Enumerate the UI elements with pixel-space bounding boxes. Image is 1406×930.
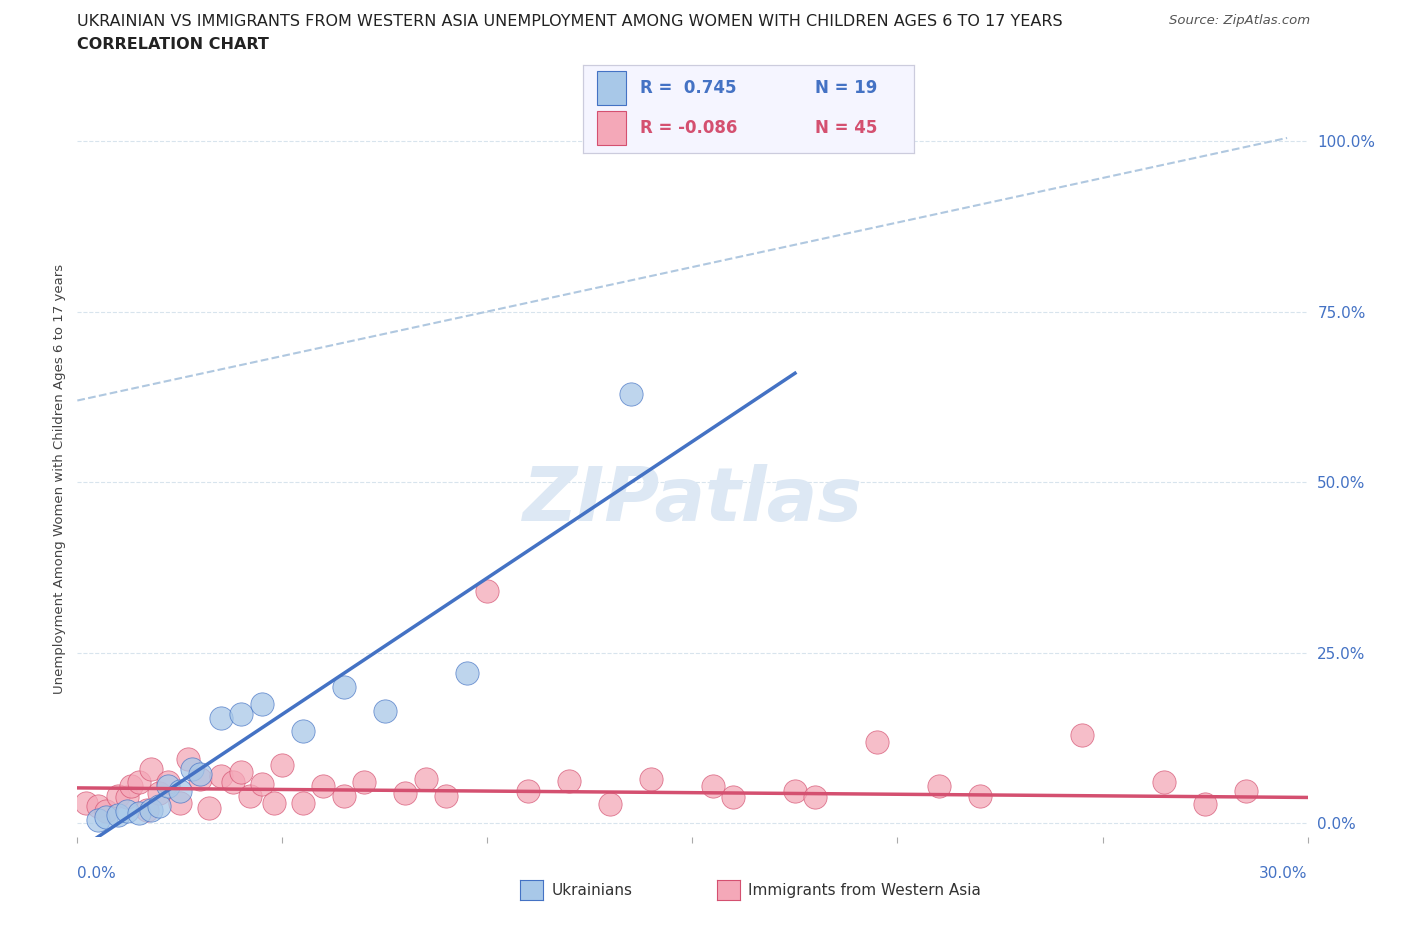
Point (394, 785, 416, 800)
Point (141, 803, 163, 817)
Point (188, 772, 212, 787)
Point (156, 778, 179, 793)
Text: Ukrainians: Ukrainians (551, 883, 633, 897)
Point (169, 795, 191, 810)
Point (120, 778, 142, 793)
Point (181, 762, 204, 777)
Text: ZIPatlas: ZIPatlas (523, 464, 862, 537)
Point (263, 795, 285, 810)
Point (115, 804, 138, 818)
Point (1234, 783, 1257, 798)
Text: N = 45: N = 45 (815, 119, 877, 137)
Point (1194, 797, 1216, 812)
Point (353, 775, 375, 790)
Point (231, 764, 253, 779)
Point (128, 775, 150, 790)
Point (177, 751, 200, 766)
Point (436, 789, 458, 804)
Point (640, 772, 662, 787)
Point (804, 790, 827, 804)
Point (197, 801, 219, 816)
Point (1071, 727, 1094, 742)
Text: CORRELATION CHART: CORRELATION CHART (77, 37, 269, 52)
Point (374, 703, 396, 718)
Point (115, 790, 138, 804)
Point (87, 813, 110, 828)
Point (141, 762, 163, 777)
Point (87, 799, 110, 814)
Point (456, 666, 478, 681)
Point (1153, 775, 1175, 790)
Point (128, 805, 150, 820)
Point (148, 799, 170, 814)
Text: UKRAINIAN VS IMMIGRANTS FROM WESTERN ASIA UNEMPLOYMENT AMONG WOMEN WITH CHILDREN: UKRAINIAN VS IMMIGRANTS FROM WESTERN ASI… (77, 14, 1063, 29)
Point (156, 775, 179, 790)
Bar (596, 111, 627, 145)
Point (928, 778, 950, 793)
Point (723, 790, 745, 804)
Point (271, 758, 294, 773)
Point (415, 772, 437, 787)
Point (783, 783, 806, 798)
Point (107, 808, 129, 823)
Point (291, 795, 314, 810)
Point (94, 804, 117, 818)
Point (620, 386, 643, 401)
Point (231, 707, 253, 722)
Point (312, 778, 335, 793)
Point (333, 680, 356, 695)
Point (599, 797, 621, 812)
Point (250, 697, 273, 711)
Point (169, 783, 191, 798)
Point (222, 775, 245, 790)
Point (188, 767, 212, 782)
Text: 30.0%: 30.0% (1260, 866, 1308, 881)
Text: R = -0.086: R = -0.086 (640, 119, 737, 137)
Point (239, 789, 262, 804)
Point (107, 789, 129, 804)
Y-axis label: Unemployment Among Women with Children Ages 6 to 17 years: Unemployment Among Women with Children A… (53, 264, 66, 694)
Point (866, 734, 889, 749)
Point (94, 809, 117, 824)
Point (291, 724, 314, 738)
Point (969, 789, 991, 804)
Text: Source: ZipAtlas.com: Source: ZipAtlas.com (1170, 14, 1310, 27)
Point (148, 785, 170, 800)
Text: Immigrants from Western Asia: Immigrants from Western Asia (748, 883, 981, 897)
Point (558, 774, 581, 789)
Point (702, 778, 724, 793)
Point (209, 768, 232, 783)
Point (136, 803, 159, 817)
Text: R =  0.745: R = 0.745 (640, 79, 737, 97)
Point (477, 584, 499, 599)
Bar (596, 72, 627, 105)
Point (517, 783, 540, 798)
Point (75, 795, 97, 810)
Text: 0.0%: 0.0% (77, 866, 117, 881)
Point (333, 789, 356, 804)
Point (209, 711, 232, 725)
Point (250, 777, 273, 791)
Text: N = 19: N = 19 (815, 79, 877, 97)
